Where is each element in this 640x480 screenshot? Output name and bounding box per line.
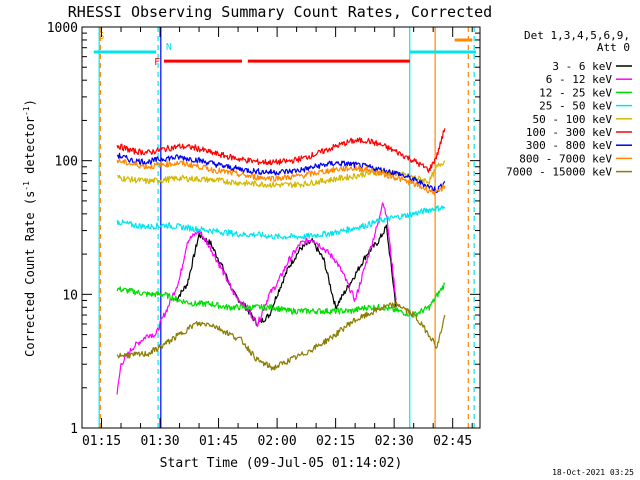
series-line-1	[175, 224, 397, 327]
x-tick-label: 02:15	[316, 434, 355, 449]
legend-entry-label: 7000 - 15000 keV	[506, 166, 612, 179]
series-line-4	[116, 205, 446, 240]
legend-header-2: Att 0	[597, 41, 630, 54]
y-tick-label: 10	[62, 288, 78, 303]
series-line-9	[116, 301, 446, 371]
series-line-5	[117, 160, 446, 189]
x-tick-label: 01:30	[140, 434, 179, 449]
x-tick-label: 01:15	[82, 434, 121, 449]
y-axis-label-sup2: -1	[22, 106, 31, 116]
y-tick-label: 100	[55, 155, 78, 170]
plot-layer: SNF	[93, 27, 477, 428]
legend-entry-label: 6 - 12 keV	[546, 73, 613, 86]
series-line-3	[116, 282, 446, 318]
series-line-6	[116, 128, 446, 173]
x-tick-label: 02:30	[375, 434, 414, 449]
x-axis-label: Start Time (09-Jul-05 01:14:02)	[160, 456, 403, 471]
series-line-7	[116, 152, 446, 193]
x-tick-label: 02:00	[258, 434, 297, 449]
series-line-2	[116, 202, 397, 395]
legend-entry-label: 12 - 25 keV	[539, 86, 612, 99]
flag-label-n: N	[166, 42, 172, 53]
chart-title: RHESSI Observing Summary Count Rates, Co…	[68, 3, 492, 21]
legend-entry-label: 300 - 800 keV	[526, 139, 612, 152]
legend-entry-label: 3 - 6 keV	[552, 60, 612, 73]
x-tick-label: 01:45	[199, 434, 238, 449]
legend-entry-label: 100 - 300 keV	[526, 126, 612, 139]
y-axis-label-mid: detector	[23, 116, 37, 181]
y-axis-label-main: Corrected Count Rate (s	[23, 191, 37, 357]
plot-frame	[81, 26, 481, 429]
legend-entry-label: 800 - 7000 keV	[519, 152, 612, 165]
y-tick-label: 1000	[47, 21, 78, 36]
legend-header-1: Det 1,3,4,5,6,9,	[524, 29, 630, 42]
legend-entry-label: 50 - 100 keV	[533, 113, 613, 126]
flag-label-f: F	[154, 57, 160, 68]
legend-entry-label: 25 - 50 keV	[539, 100, 612, 113]
axis-layer: 1 10 100 1000 01:15 01:30 01:45 02:00 02:15 02:30…	[47, 21, 480, 449]
series-line-8	[116, 158, 446, 196]
generation-timestamp: 18-Oct-2021 03:25	[552, 468, 634, 477]
x-tick-label: 02:45	[433, 434, 472, 449]
y-axis-label: Corrected Count Rate (s-1 detector-1)	[22, 99, 37, 357]
y-axis-label-sup1: -1	[22, 181, 31, 191]
y-axis-label-end: )	[23, 99, 37, 106]
y-tick-label: 1	[70, 422, 78, 437]
